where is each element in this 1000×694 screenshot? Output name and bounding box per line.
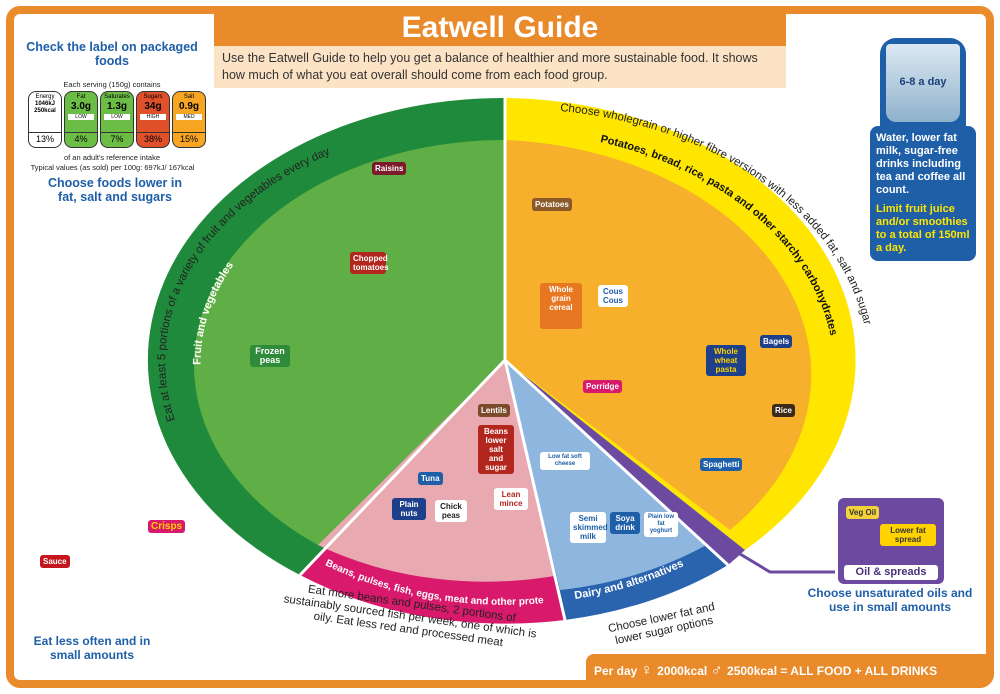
typical-values: Typical values (as sold) per 100g: 697kJ… xyxy=(30,163,195,172)
page-title: Eatwell Guide xyxy=(214,10,786,46)
reference-text: of an adult's reference intake xyxy=(63,153,161,162)
woman-icon: ♀ xyxy=(640,662,658,679)
food-soft-cheese: Low fat soft cheese xyxy=(540,452,590,470)
sector-oils xyxy=(505,360,745,565)
nutrient-name: Sugars xyxy=(143,94,163,100)
intro-text: Use the Eatwell Guide to help you get a … xyxy=(214,46,786,88)
nutrient-energy: Energy 1046kJ 250kcal 13% xyxy=(28,91,62,148)
women-kcal: 2000kcal xyxy=(657,664,708,678)
man-icon: ♂ xyxy=(710,662,728,679)
food-yoghurt: Plain low fat yoghurt xyxy=(644,512,678,537)
nutrient-sugars: Sugars 34g HIGH 38% xyxy=(136,91,170,148)
nutrient-value: 1.3g xyxy=(106,101,127,112)
footer-bar: Per day ♀ 2000kcal ♂ 2500kcal = ALL FOOD… xyxy=(586,654,986,688)
food-wholegrain-cereal: Whole grain cereal xyxy=(540,283,582,329)
food-rice: Rice xyxy=(772,404,795,417)
nutrient-saturates: Saturates 1.3g LOW 7% xyxy=(100,91,134,148)
nutrient-name: Energy xyxy=(35,94,55,100)
nutrient-percent: 13% xyxy=(29,132,61,147)
oils-panel: Veg Oil Lower fat spread Oil & spreads xyxy=(838,498,944,584)
food-lower-fat-spread: Lower fat spread xyxy=(880,524,936,546)
sector-starchy-inner xyxy=(505,140,812,530)
nutrient-value: 0.9g xyxy=(178,101,199,112)
treat-sauce: Sauce xyxy=(40,555,70,568)
food-beans: Beans lower salt and sugar xyxy=(478,425,514,474)
juice-limit-text: Limit fruit juice and/or smoothies to a … xyxy=(876,203,970,254)
nutrient-level: LOW xyxy=(104,114,130,120)
food-wholewheat-pasta: Whole wheat pasta xyxy=(706,345,746,376)
nutrient-percent: 38% xyxy=(137,132,169,147)
nutrient-fat: Fat 3.0g LOW 4% xyxy=(64,91,98,148)
food-soya-drink: Soya drink xyxy=(610,512,640,534)
food-lean-mince: Lean mince xyxy=(494,488,528,510)
oil-pointer xyxy=(729,546,835,574)
serving-text: Each serving (150g) contains xyxy=(63,80,161,89)
nutrient-salt: Salt 0.9g MED 15% xyxy=(172,91,206,148)
food-potatoes: Potatoes xyxy=(532,198,572,211)
food-lentils: Lentils xyxy=(478,404,510,417)
food-veg-oil: Veg Oil xyxy=(846,506,880,519)
nutrient-percent: 7% xyxy=(101,132,133,147)
food-milk: Semi skimmed milk xyxy=(570,512,608,543)
sector-fruit-veg-inner xyxy=(193,139,505,545)
nutrient-value: 3.0g xyxy=(70,101,91,112)
treat-crisps: Crisps xyxy=(148,520,186,533)
nutrient-level: HIGH xyxy=(140,114,166,120)
food-chopped-tomatoes: Chopped tomatoes xyxy=(350,252,389,274)
glass-text: 6-8 a day xyxy=(886,44,960,122)
nutrient-value: 1046kJ 250kcal xyxy=(34,101,56,114)
food-cous-cous: Cous Cous xyxy=(598,285,628,307)
nutrient-level: LOW xyxy=(68,114,94,120)
food-chick-peas: Chick peas xyxy=(435,500,467,522)
nutrient-name: Fat xyxy=(76,94,86,100)
food-bagels: Bagels xyxy=(760,335,793,348)
drinks-text: Water, lower fat milk, sugar-free drinks… xyxy=(876,132,966,196)
nutrient-level: MED xyxy=(176,114,202,120)
label-advice: Choose foods lower in fat, salt and suga… xyxy=(47,176,183,204)
food-raisins: Raisins xyxy=(372,162,407,175)
oils-band: Oil & spreads xyxy=(844,565,938,580)
treats-advice: Eat less often and in small amounts xyxy=(33,634,151,662)
traffic-light-label: Energy 1046kJ 250kcal 13% Fat 3.0g LOW 4% Satur… xyxy=(28,91,206,148)
food-porridge: Porridge xyxy=(583,380,622,393)
food-frozen-peas: Frozen peas xyxy=(250,345,290,367)
water-glass-icon: 6-8 a day xyxy=(880,38,966,128)
food-plain-nuts: Plain nuts xyxy=(392,498,426,520)
nutrient-name: Salt xyxy=(183,94,195,100)
oils-advice: Choose unsaturated oils and use in small… xyxy=(807,586,973,614)
nutrient-name: Saturates xyxy=(104,94,130,100)
label-heading: Check the label on packaged foods xyxy=(26,40,198,68)
nutrient-value: 34g xyxy=(144,101,162,112)
nutrient-percent: 4% xyxy=(65,132,97,147)
men-kcal: 2500kcal = ALL FOOD + ALL DRINKS xyxy=(727,664,938,678)
nutrient-percent: 15% xyxy=(173,132,205,147)
food-spaghetti: Spaghetti xyxy=(700,458,743,471)
per-day-label: Per day xyxy=(594,664,638,678)
food-tuna: Tuna xyxy=(418,472,443,485)
